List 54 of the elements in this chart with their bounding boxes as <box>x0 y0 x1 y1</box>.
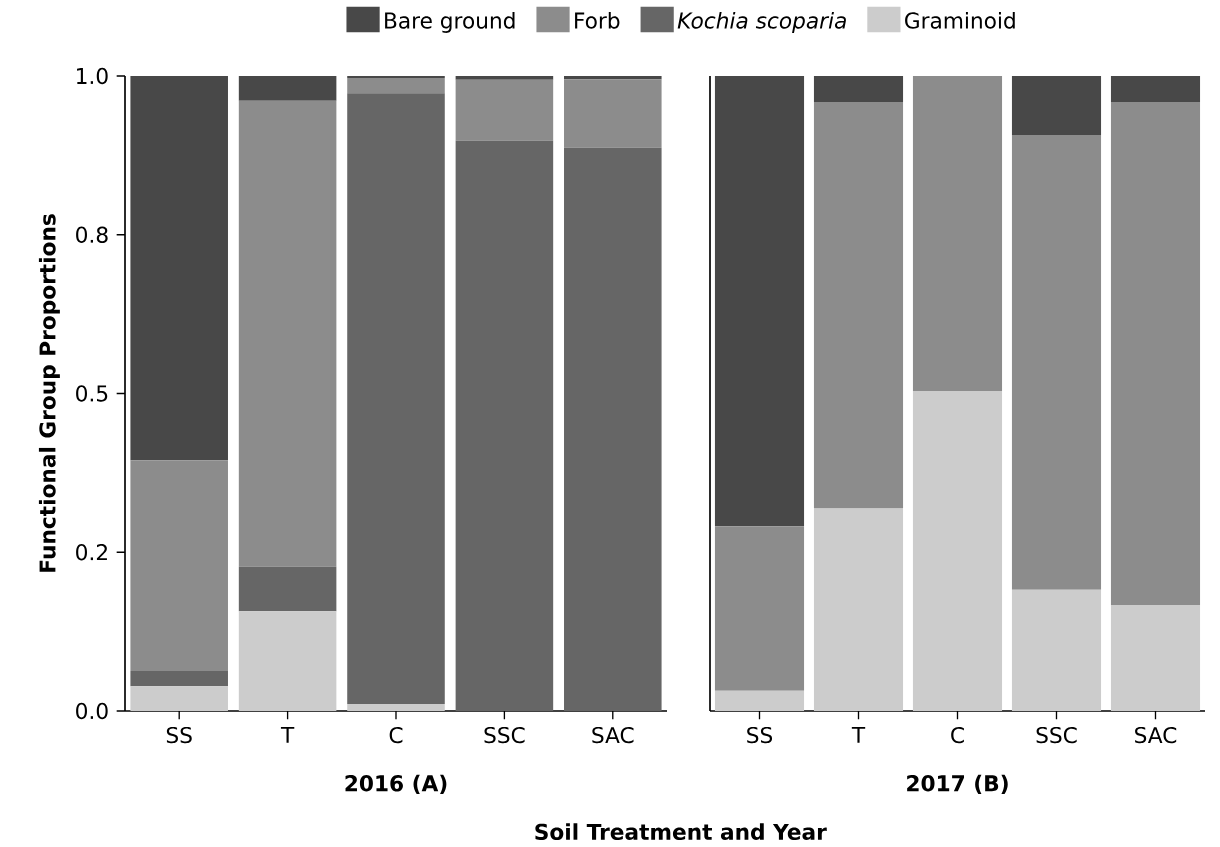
bar <box>813 508 904 711</box>
x-tick-label: SSC <box>484 726 525 744</box>
bar <box>455 79 554 141</box>
x-tick-label: SSC <box>1036 726 1077 744</box>
legend-label: Bare ground <box>385 11 515 33</box>
bar <box>1110 102 1201 605</box>
bar <box>912 75 1003 391</box>
bar <box>564 147 662 711</box>
bar <box>130 670 228 687</box>
legend-label: Graminoid <box>905 11 1015 29</box>
bar <box>238 566 337 612</box>
bar <box>1110 75 1201 103</box>
bar <box>347 704 445 711</box>
bar <box>813 75 904 103</box>
x-tick-label: C <box>389 726 403 744</box>
bar <box>813 102 904 509</box>
x-tick-label: T <box>280 726 295 743</box>
bar <box>714 526 805 691</box>
x-axis-title: 2016 (A) <box>345 774 447 794</box>
x-tick-label: T <box>851 726 866 743</box>
bar <box>1011 135 1102 590</box>
y-tick-label: 0.0 <box>76 702 108 720</box>
bar <box>1110 604 1201 711</box>
y-axis-title: Functional Group Proportions <box>38 214 60 572</box>
x-tick-label: SAC <box>1135 726 1177 744</box>
y-tick-label: 0.2 <box>76 544 107 561</box>
bar <box>1011 589 1102 711</box>
bar <box>1011 75 1102 136</box>
x-tick-label: C <box>951 726 964 744</box>
x-tick-label: SS <box>747 726 773 744</box>
bar <box>347 93 445 704</box>
bar <box>130 75 228 461</box>
bar <box>238 75 337 101</box>
text: Soil Treatment and Year <box>535 823 827 841</box>
bar <box>347 77 445 94</box>
bar <box>912 390 1003 711</box>
x-tick-label: SS <box>166 726 192 744</box>
bar <box>714 75 805 527</box>
bar <box>455 140 554 711</box>
bar <box>564 75 662 80</box>
x-tick-label: SAC <box>592 726 634 744</box>
bar <box>130 460 228 671</box>
bar <box>238 100 337 567</box>
bar <box>455 75 554 80</box>
legend-label: Forb <box>575 11 620 29</box>
y-tick-label: 1.0 <box>77 67 108 85</box>
legend-label: Kochia scoparia <box>677 11 846 33</box>
bar <box>564 79 662 148</box>
bar <box>238 611 337 711</box>
y-tick-label: 0.8 <box>76 226 108 243</box>
bar <box>130 686 228 711</box>
x-axis-title: 2017 (B) <box>907 774 1008 794</box>
y-tick-label: 0.5 <box>76 385 108 402</box>
bar <box>714 690 805 711</box>
